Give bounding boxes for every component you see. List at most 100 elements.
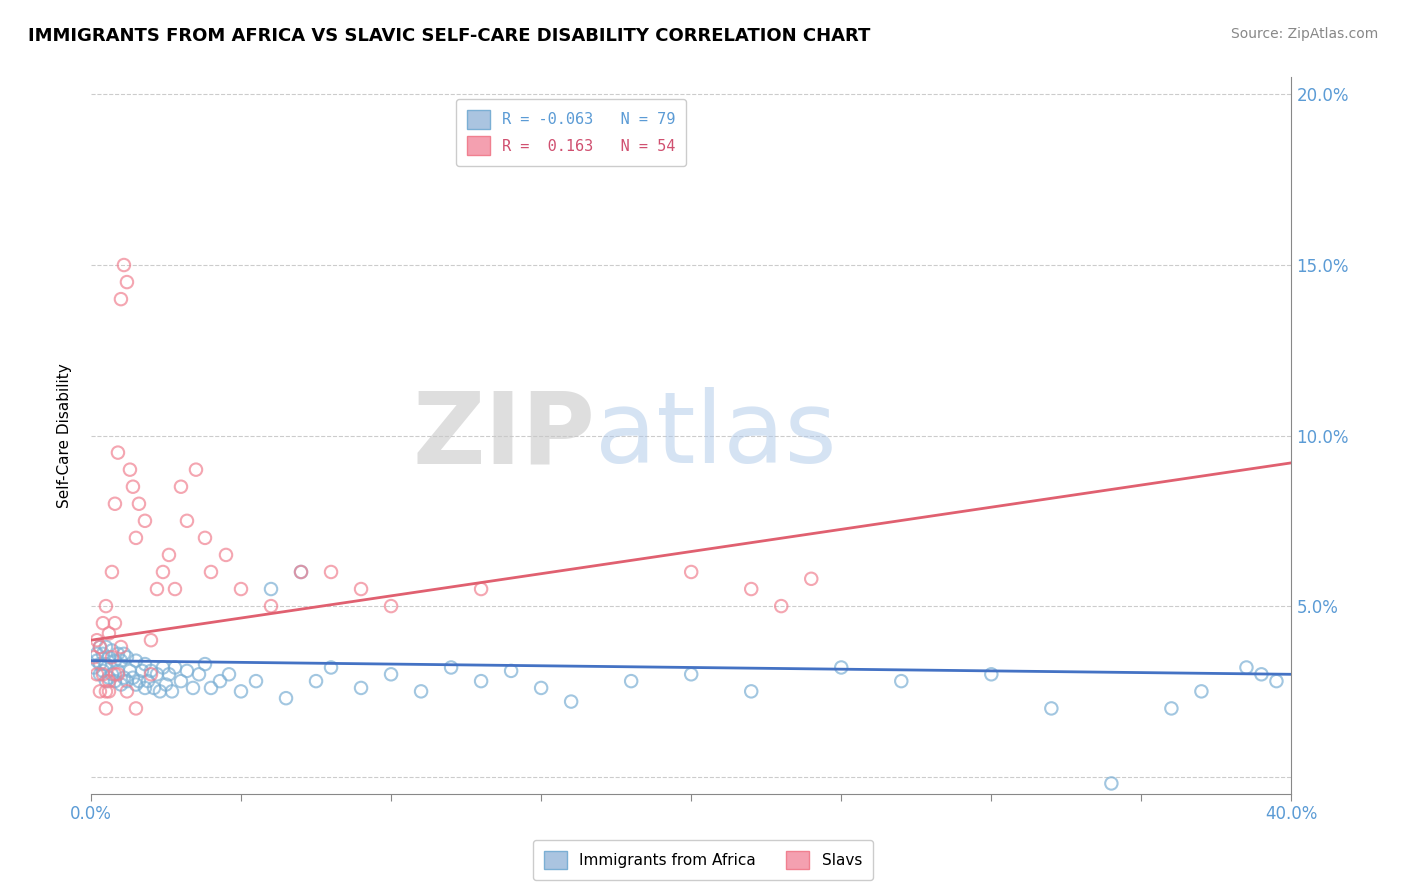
Point	[94, 701, 117, 715]
Point	[146, 582, 169, 596]
Point	[128, 497, 150, 511]
Point	[290, 565, 312, 579]
Point	[122, 671, 145, 685]
Point	[260, 599, 283, 613]
Point	[740, 684, 762, 698]
Point	[118, 463, 141, 477]
Point	[118, 664, 141, 678]
Point	[1160, 701, 1182, 715]
Point	[319, 660, 342, 674]
Point	[157, 667, 180, 681]
Point	[94, 640, 117, 654]
Text: IMMIGRANTS FROM AFRICA VS SLAVIC SELF-CARE DISABILITY CORRELATION CHART: IMMIGRANTS FROM AFRICA VS SLAVIC SELF-CA…	[28, 27, 870, 45]
Point	[620, 674, 643, 689]
Point	[91, 647, 114, 661]
Point	[560, 695, 582, 709]
Point	[980, 667, 1002, 681]
Point	[128, 674, 150, 689]
Point	[97, 671, 120, 685]
Text: Source: ZipAtlas.com: Source: ZipAtlas.com	[1230, 27, 1378, 41]
Point	[290, 565, 312, 579]
Point	[800, 572, 823, 586]
Point	[112, 647, 135, 661]
Point	[104, 654, 127, 668]
Point	[122, 480, 145, 494]
Point	[1099, 776, 1122, 790]
Text: ZIP: ZIP	[412, 387, 595, 484]
Point	[86, 633, 108, 648]
Point	[107, 667, 129, 681]
Point	[97, 650, 120, 665]
Point	[110, 640, 132, 654]
Point	[94, 657, 117, 671]
Point	[181, 681, 204, 695]
Point	[91, 664, 114, 678]
Point	[101, 643, 124, 657]
Point	[163, 660, 186, 674]
Point	[188, 667, 211, 681]
Point	[125, 654, 148, 668]
Point	[104, 674, 127, 689]
Point	[83, 650, 105, 665]
Point	[131, 664, 153, 678]
Point	[115, 275, 138, 289]
Point	[208, 674, 231, 689]
Point	[1236, 660, 1258, 674]
Point	[1250, 667, 1272, 681]
Point	[681, 667, 703, 681]
Point	[470, 674, 492, 689]
Point	[107, 445, 129, 459]
Point	[152, 565, 174, 579]
Point	[107, 664, 129, 678]
Point	[194, 657, 217, 671]
Point	[170, 674, 193, 689]
Point	[115, 650, 138, 665]
Point	[101, 667, 124, 681]
Point	[200, 681, 222, 695]
Point	[152, 660, 174, 674]
Point	[112, 258, 135, 272]
Point	[409, 684, 432, 698]
Point	[530, 681, 553, 695]
Point	[89, 684, 111, 698]
Point	[104, 497, 127, 511]
Point	[139, 667, 162, 681]
Point	[160, 684, 183, 698]
Point	[184, 463, 207, 477]
Point	[380, 599, 402, 613]
Point	[146, 667, 169, 681]
Point	[91, 616, 114, 631]
Point	[229, 684, 252, 698]
Point	[305, 674, 328, 689]
Point	[319, 565, 342, 579]
Point	[91, 667, 114, 681]
Point	[107, 647, 129, 661]
Point	[112, 671, 135, 685]
Point	[134, 657, 156, 671]
Point	[1040, 701, 1063, 715]
Point	[350, 582, 373, 596]
Point	[770, 599, 793, 613]
Point	[245, 674, 267, 689]
Point	[134, 681, 156, 695]
Point	[115, 674, 138, 689]
Point	[110, 292, 132, 306]
Legend: R = -0.063   N = 79, R =  0.163   N = 54: R = -0.063 N = 79, R = 0.163 N = 54	[456, 99, 686, 166]
Point	[176, 664, 198, 678]
Point	[94, 599, 117, 613]
Point	[440, 660, 463, 674]
Point	[194, 531, 217, 545]
Point	[125, 701, 148, 715]
Point	[1265, 674, 1288, 689]
Point	[86, 654, 108, 668]
Point	[740, 582, 762, 596]
Point	[229, 582, 252, 596]
Point	[115, 684, 138, 698]
Point	[89, 667, 111, 681]
Point	[176, 514, 198, 528]
Point	[104, 616, 127, 631]
Point	[170, 480, 193, 494]
Point	[218, 667, 240, 681]
Y-axis label: Self-Care Disability: Self-Care Disability	[58, 363, 72, 508]
Point	[104, 667, 127, 681]
